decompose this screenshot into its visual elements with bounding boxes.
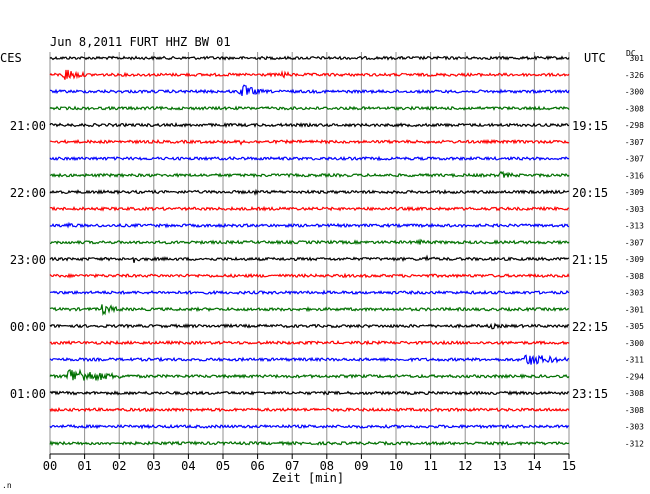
seismogram-trace: [49, 221, 570, 229]
dc-header-label: DC: [626, 49, 636, 58]
seismogram-trace: [49, 69, 570, 80]
dc-offset-label: -294: [625, 372, 644, 381]
x-tick-label: 08: [320, 459, 334, 473]
x-tick-label: 09: [354, 459, 368, 473]
x-tick-label: 02: [112, 459, 126, 473]
seismogram-trace: [49, 368, 570, 382]
dc-offset-label: -308: [625, 272, 644, 281]
dc-offset-label: 301: [630, 54, 645, 63]
dc-offset-label: -303: [625, 423, 644, 432]
dc-offset-label: -309: [625, 255, 644, 264]
dc-offset-label: -298: [625, 121, 644, 130]
x-tick-label: 14: [527, 459, 541, 473]
dc-offset-label: -309: [625, 188, 644, 197]
seismogram-trace: [49, 339, 570, 346]
x-tick-label: 06: [250, 459, 264, 473]
dc-offset-label: -307: [625, 138, 644, 147]
seismogram-trace: [49, 272, 570, 279]
seismogram-trace: [49, 155, 570, 162]
dc-offset-label: -303: [625, 205, 644, 214]
dc-offset-label: -301: [625, 305, 644, 314]
dc-offset-label: -300: [625, 339, 644, 348]
left-time-label: 01:00: [10, 387, 46, 401]
x-tick-label: 04: [181, 459, 195, 473]
seismogram-trace: [49, 105, 570, 111]
dc-offset-label: -326: [625, 71, 644, 80]
seismogram-trace: [49, 354, 570, 365]
right-time-label: 23:15: [572, 387, 608, 401]
dc-offset-label: -305: [625, 322, 644, 331]
seismogram-trace: [49, 122, 569, 129]
seismogram-trace: [49, 289, 570, 296]
x-axis-label: Zeit [min]: [272, 471, 344, 485]
x-tick-label: 03: [147, 459, 161, 473]
dc-offset-label: -308: [625, 406, 644, 415]
right-timezone-label: UTC: [584, 51, 606, 65]
seismogram-trace: [49, 304, 570, 317]
right-time-labels: 19:15 20:15 21:15 22:15 23:15: [572, 119, 608, 401]
x-axis: 00 01 02 03 04 05 06 07 08 09 10 11 12 13 14 15: [43, 453, 576, 473]
x-tick-label: 10: [389, 459, 403, 473]
dc-offset-label: -316: [625, 171, 644, 180]
dc-offset-label: -303: [625, 289, 644, 298]
x-tick-label: 00: [43, 459, 57, 473]
left-time-labels: 21:00 22:00 23:00 00:00 01:00: [10, 119, 46, 401]
seismogram-trace: [49, 55, 570, 61]
left-timezone-label: CES: [0, 51, 22, 65]
seismogram-trace: [49, 138, 570, 146]
dc-offset-label: -308: [625, 389, 644, 398]
seismogram-traces: [49, 55, 570, 447]
x-tick-label: 11: [423, 459, 437, 473]
seismogram-trace: [50, 84, 570, 96]
x-tick-label: 15: [562, 459, 576, 473]
right-time-label: 21:15: [572, 253, 608, 267]
seismogram-trace: [49, 205, 570, 212]
seismogram-trace: [49, 238, 570, 246]
right-time-label: 22:15: [572, 320, 608, 334]
seismogram-trace: [49, 440, 570, 447]
right-time-label: 20:15: [572, 186, 608, 200]
left-time-label: 23:00: [10, 253, 46, 267]
left-time-label: 22:00: [10, 186, 46, 200]
left-time-label: 21:00: [10, 119, 46, 133]
corner-mark: .n: [2, 481, 12, 490]
seismogram-trace: [49, 423, 570, 430]
dc-offset-label: -311: [625, 356, 644, 365]
seismogram-trace: [49, 254, 570, 263]
x-tick-label: 07: [285, 459, 299, 473]
dc-offset-label: -308: [625, 104, 644, 113]
seismogram-trace: [49, 322, 570, 330]
seismogram-trace: [49, 390, 570, 396]
x-tick-label: 05: [216, 459, 230, 473]
chart-title: Jun 8,2011 FURT HHZ BW 01: [50, 35, 231, 49]
dc-offset-label: -307: [625, 238, 644, 247]
x-tick-label: 01: [77, 459, 91, 473]
grid-lines: [49, 52, 570, 454]
left-time-label: 00:00: [10, 320, 46, 334]
right-time-label: 19:15: [572, 119, 608, 133]
dc-offset-label: -300: [625, 88, 644, 97]
dc-offset-label: -307: [625, 155, 644, 164]
seismogram-trace: [49, 170, 570, 179]
dc-offset-label: -313: [625, 222, 644, 231]
dc-offset-label: -312: [625, 439, 644, 448]
x-tick-label: 13: [493, 459, 507, 473]
seismogram-trace: [49, 188, 570, 196]
x-tick-label: 12: [458, 459, 472, 473]
seismogram-trace: [49, 406, 570, 413]
dc-offset-labels: 301 -326 -300 -308 -298 -307 -307 -316 -309 -303 -…: [625, 54, 644, 448]
